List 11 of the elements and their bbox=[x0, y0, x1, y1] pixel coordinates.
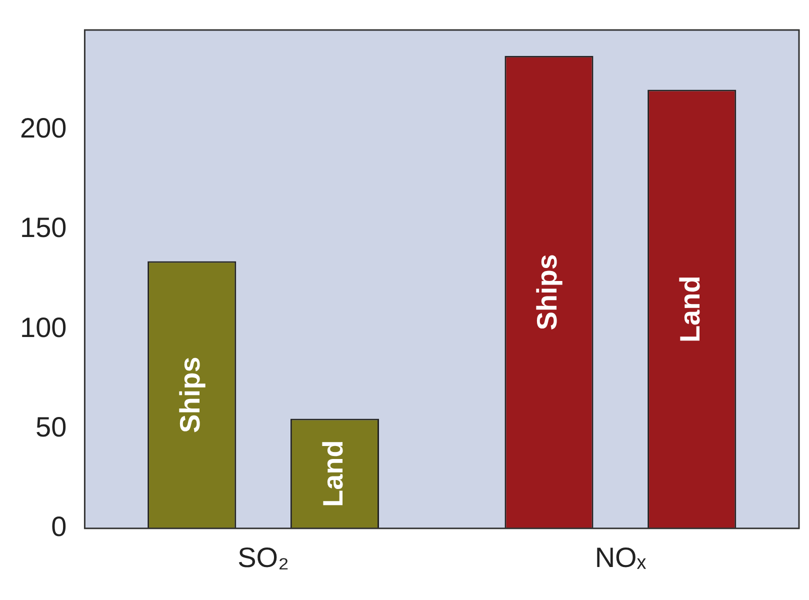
y-tick-label: 200 bbox=[20, 112, 67, 144]
text: Ships bbox=[532, 254, 563, 330]
y-tick-label: 50 bbox=[36, 411, 67, 442]
text: Land bbox=[674, 276, 706, 343]
x-tick-label: NOₓ bbox=[594, 542, 647, 573]
series-label: Ships bbox=[174, 356, 206, 433]
y-tick-label: 150 bbox=[20, 212, 67, 244]
series-label: Land bbox=[317, 440, 348, 508]
y-tick-label: 0 bbox=[51, 511, 67, 542]
y-tick-label: 100 bbox=[20, 312, 67, 343]
x-tick-label: SO₂ bbox=[238, 542, 289, 573]
